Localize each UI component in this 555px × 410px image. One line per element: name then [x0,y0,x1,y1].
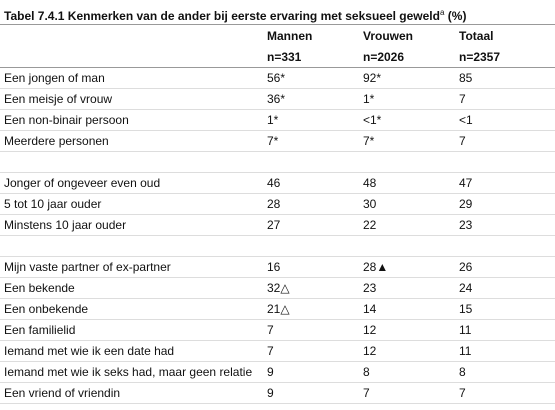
cell: 47 [459,172,555,194]
cell: 23 [459,214,555,236]
data-table: Mannen Vrouwen Totaal n=331 n=2026 n=235… [0,25,555,404]
cell: 28▲ [363,256,459,278]
col-n: n=2357 [459,46,555,68]
cell: 12 [363,319,459,341]
separator-cell [0,151,555,173]
col-header: Totaal [459,28,494,43]
cell: 21△ [267,298,363,320]
cell: 28 [267,193,363,215]
title-text: Tabel 7.4.1 Kenmerken van de ander bij e… [4,9,440,23]
cell: 8 [459,361,555,383]
cell: 29 [459,193,555,215]
cell: 7 [459,130,555,152]
table-row: Een non-binair persoon 1* <1* <1 [0,109,555,131]
table-row: 5 tot 10 jaar ouder 28 30 29 [0,193,555,215]
cell: 7 [267,319,363,341]
title-suffix: (%) [444,9,467,23]
separator-row [0,235,555,257]
cell: 12 [363,340,459,362]
cell: 1* [363,88,459,110]
cell: 14 [363,298,459,320]
row-label: Iemand met wie ik een date had [0,340,267,362]
cell: 16 [267,256,363,278]
col-n: n=331 [267,46,363,68]
cell: 7 [363,382,459,404]
cell: 9 [267,361,363,383]
table-row: Mijn vaste partner of ex-partner 16 28▲ 26 [0,256,555,278]
col-header: Vrouwen [363,28,414,43]
cell: 11 [459,340,555,362]
cell: 7* [363,130,459,152]
col-n: n=2026 [363,46,459,68]
table-row: Meerdere personen 7* 7* 7 [0,130,555,152]
header-row: Mannen Vrouwen Totaal [0,25,555,46]
header-blank [0,25,267,46]
cell: 15 [459,298,555,320]
row-label: Een familielid [0,319,267,341]
cell: 22 [363,214,459,236]
cell: 1* [267,109,363,131]
table-row: Een familielid 7 12 11 [0,319,555,341]
row-label: Iemand met wie ik seks had, maar geen re… [0,361,267,383]
row-label: Een non-binair persoon [0,109,267,131]
table-row: Jonger of ongeveer even oud 46 48 47 [0,172,555,194]
table-row: Minstens 10 jaar ouder 27 22 23 [0,214,555,236]
cell: <1* [363,109,459,131]
row-label: Een jongen of man [0,67,267,89]
cell: 11 [459,319,555,341]
row-label: Een meisje of vrouw [0,88,267,110]
cell: 8 [363,361,459,383]
cell: 7 [459,88,555,110]
row-label: Minstens 10 jaar ouder [0,214,267,236]
table-row: Een meisje of vrouw 36* 1* 7 [0,88,555,110]
table-body: Een jongen of man 56* 92* 85 Een meisje of v… [0,67,555,404]
cell: 36* [267,88,363,110]
row-label: Mijn vaste partner of ex-partner [0,256,267,278]
row-label: Een bekende [0,277,267,299]
cell: 7* [267,130,363,152]
cell: 92* [363,67,459,89]
row-label: Een onbekende [0,298,267,320]
separator-cell [0,235,555,257]
cell: 7 [459,382,555,404]
cell: 23 [363,277,459,299]
col-header: Mannen [267,28,313,43]
row-label: 5 tot 10 jaar ouder [0,193,267,215]
cell: 46 [267,172,363,194]
cell: 85 [459,67,555,89]
cell: 7 [267,340,363,362]
table-row: Een jongen of man 56* 92* 85 [0,67,555,89]
row-label: Een vriend of vriendin [0,382,267,404]
table-row: Iemand met wie ik seks had, maar geen re… [0,361,555,383]
separator-row [0,151,555,173]
cell: 32△ [267,277,363,299]
cell: 30 [363,193,459,215]
header-blank [0,46,267,68]
cell: 24 [459,277,555,299]
row-label: Jonger of ongeveer even oud [0,172,267,194]
cell: 26 [459,256,555,278]
cell: 27 [267,214,363,236]
table-row: Een vriend of vriendin 9 7 7 [0,382,555,404]
row-label: Meerdere personen [0,130,267,152]
table-row: Iemand met wie ik een date had 7 12 11 [0,340,555,362]
title-sup: a [439,8,445,17]
table-row: Een bekende 32△ 23 24 [0,277,555,299]
table-title: Tabel 7.4.1 Kenmerken van de ander bij e… [0,0,555,25]
table-row: Een onbekende 21△ 14 15 [0,298,555,320]
cell: 56* [267,67,363,89]
n-row: n=331 n=2026 n=2357 [0,46,555,68]
cell: 48 [363,172,459,194]
cell: 9 [267,382,363,404]
cell: <1 [459,109,555,131]
